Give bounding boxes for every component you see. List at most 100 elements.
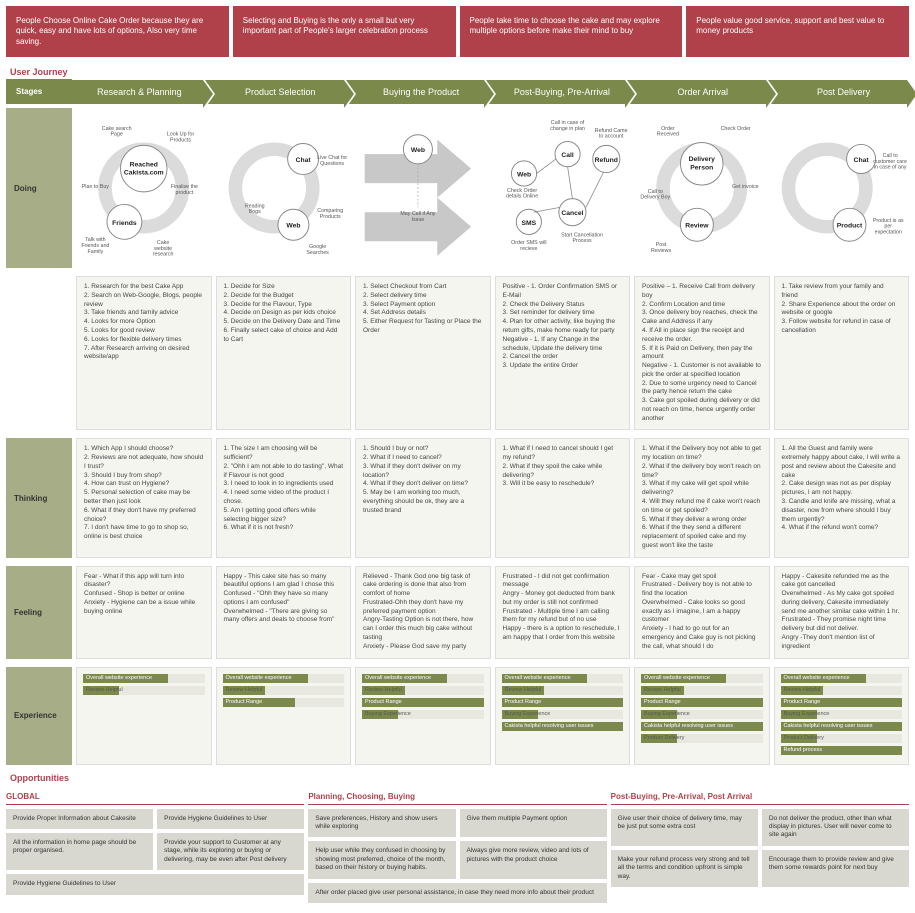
feeling-3: Relieved - Thank God one big task of cak… (355, 566, 491, 659)
opp-group: GLOBAL Provide Proper Information about C… (6, 789, 304, 904)
svg-text:Plan to Buy: Plan to Buy (82, 184, 110, 190)
doing-row: Doing Reached Cakista.com Friends Cake s… (0, 104, 915, 272)
svg-text:Cakewebsiteresearch: Cakewebsiteresearch (153, 240, 174, 258)
svg-text:OrderReceived: OrderReceived (657, 126, 679, 138)
svg-text:Finalise theproduct: Finalise theproduct (171, 184, 198, 196)
svg-text:Friends: Friends (112, 220, 137, 227)
stage-order-arrival: Order Arrival (627, 80, 766, 104)
opp-card: Provide your support to Customer at any … (157, 833, 304, 870)
svg-text:Cancel: Cancel (561, 210, 583, 217)
opp-card: Make your refund process very strong and… (611, 850, 758, 887)
stage-research: Research & Planning (72, 80, 203, 104)
svg-text:Get invoice: Get invoice (732, 184, 759, 190)
stage-buying: Buying the Product (346, 80, 485, 104)
opp-card: Give user their choice of delivery time,… (611, 809, 758, 846)
banner-2: Selecting and Buying is the only a small… (233, 6, 456, 57)
doing-list-4: Positive - 1. Order Confirmation SMS or … (495, 276, 631, 430)
opp-card: Always give more review, video and lots … (460, 841, 607, 878)
feeling-4: Frustrated - I did not get confirmation … (495, 566, 631, 659)
thinking-3: 1. Should I buy or not?2. What if I need… (355, 438, 491, 557)
stage-product-selection: Product Selection (205, 80, 344, 104)
banner-1: People Choose Online Cake Order because … (6, 6, 229, 57)
experience-row: Experience Overall website experienceRev… (0, 663, 915, 769)
svg-text:Start CancellationProcess: Start CancellationProcess (561, 233, 603, 245)
doing-diagram-4: Web SMS Call Cancel Refund Call in case … (495, 108, 631, 268)
opp-group-title: Planning, Choosing, Buying (308, 789, 606, 805)
exp-2: Overall website experienceReview Helpful… (216, 667, 352, 765)
opp-card: Provide Hygiene Guidelines to User (6, 874, 304, 894)
opp-card: After order placed give user personal as… (308, 883, 606, 903)
svg-text:Chat: Chat (853, 157, 869, 164)
svg-text:Live Chat forQuestions: Live Chat forQuestions (317, 155, 347, 167)
thinking-1: 1. Which App I should choose?2. Reviews … (76, 438, 212, 557)
feeling-5: Fear - Cake may get spoilFrustrated - De… (634, 566, 770, 659)
svg-text:Review: Review (685, 223, 709, 230)
stages-row: Stages Research & Planning Product Selec… (0, 79, 915, 104)
svg-text:Call in case ofchange in plan: Call in case ofchange in plan (550, 120, 585, 132)
doing-diagram-1: Reached Cakista.com Friends Cake searchP… (76, 108, 212, 268)
thinking-6: 1. All the Guest and family were extreme… (774, 438, 910, 557)
svg-text:Reached: Reached (130, 162, 158, 169)
feeling-label: Feeling (6, 566, 72, 659)
opp-card: Help user while they confused in choosin… (308, 841, 455, 878)
doing-list-3: 1. Select Checkout from Cart2. Select de… (355, 276, 491, 430)
svg-text:ComparingProducts: ComparingProducts (317, 208, 343, 220)
user-journey-title: User Journey (0, 63, 915, 79)
svg-text:Product: Product (836, 223, 862, 230)
svg-text:Cake searchPage: Cake searchPage (102, 126, 132, 138)
exp-1: Overall website experienceReview Helpful (76, 667, 212, 765)
opp-card: Provide Proper Information about Cakesit… (6, 809, 153, 829)
svg-text:Talk withFriends andFamily: Talk withFriends andFamily (81, 237, 109, 255)
svg-text:Delivery: Delivery (689, 156, 716, 163)
svg-text:Check Orderdetails Online: Check Orderdetails Online (505, 188, 537, 200)
opportunities-section: GLOBAL Provide Proper Information about C… (0, 785, 915, 913)
doing-list-6: 1. Take review from your family and frie… (774, 276, 910, 430)
svg-text:Order SMS willrecieve: Order SMS willrecieve (511, 240, 546, 252)
stage-post-buying: Post-Buying, Pre-Arrival (486, 80, 625, 104)
opp-card: Provide Hygiene Guidelines to User (157, 809, 304, 829)
svg-text:Product is asperexpectation: Product is asperexpectation (872, 218, 903, 236)
stages-label: Stages (6, 79, 72, 104)
svg-text:Person: Person (690, 165, 713, 172)
banner-4: People value good service, support and b… (686, 6, 909, 57)
exp-3: Overall website experienceReview Helpful… (355, 667, 491, 765)
exp-4: Overall website experienceReview Helpful… (495, 667, 631, 765)
svg-text:SMS: SMS (521, 220, 536, 227)
exp-6: Overall website experienceReview Helpful… (774, 667, 910, 765)
opportunities-title: Opportunities (0, 769, 915, 785)
svg-text:ReadingBogs: ReadingBogs (244, 204, 264, 216)
svg-text:Chat: Chat (295, 157, 311, 164)
feeling-2: Happy - This cake site has so many beaut… (216, 566, 352, 659)
stage-post-delivery: Post Delivery (768, 80, 907, 104)
svg-text:Call tocustomer carein case of: Call tocustomer carein case of any (873, 153, 907, 171)
svg-text:Cakista.com: Cakista.com (124, 170, 164, 177)
feeling-6: Happy - Cakesite refunded me as the cake… (774, 566, 910, 659)
opp-card: Give them multiple Payment option (460, 809, 607, 838)
opp-card: Encourage them to provide review and giv… (762, 850, 909, 887)
svg-text:PostReviews: PostReviews (651, 242, 671, 254)
banner-3: People take time to choose the cake and … (460, 6, 683, 57)
opp-group: Post-Buying, Pre-Arrival, Post ArrivalGi… (611, 789, 909, 904)
opp-card: All the information in home page should … (6, 833, 153, 870)
doing-diagram-2: Chat Web Live Chat forQuestions ReadingB… (216, 108, 352, 268)
svg-text:Check Order: Check Order (721, 126, 751, 132)
doing-list-1: 1. Research for the best Cake App2. Sear… (76, 276, 212, 430)
feeling-row: Feeling Fear - What if this app will tur… (0, 562, 915, 663)
svg-text:Refund: Refund (594, 157, 617, 164)
doing-list-row: 1. Research for the best Cake App2. Sear… (0, 272, 915, 434)
opp-card: Do not deliver the product, other than w… (762, 809, 909, 846)
top-banners: People Choose Online Cake Order because … (0, 0, 915, 63)
thinking-2: 1. The size I am choosing will be suffic… (216, 438, 352, 557)
opp-group-title: GLOBAL (6, 789, 304, 805)
svg-text:Look Up forProducts: Look Up forProducts (167, 132, 195, 144)
thinking-row: Thinking 1. Which App I should choose?2.… (0, 434, 915, 561)
doing-list-5: Positive – 1. Receive Call from delivery… (634, 276, 770, 430)
doing-list-2: 1. Decide for Size2. Decide for the Budg… (216, 276, 352, 430)
doing-label: Doing (6, 108, 72, 268)
svg-text:Web: Web (286, 223, 300, 230)
doing-diagram-3: Web May Call if AnyIssue (355, 108, 491, 268)
thinking-5: 1. What if the Delivery boy not able to … (634, 438, 770, 557)
exp-5: Overall website experienceReview Helpful… (634, 667, 770, 765)
svg-text:Call: Call (561, 152, 574, 159)
doing-diagram-6: Chat Product Call tocustomer carein case… (774, 108, 910, 268)
